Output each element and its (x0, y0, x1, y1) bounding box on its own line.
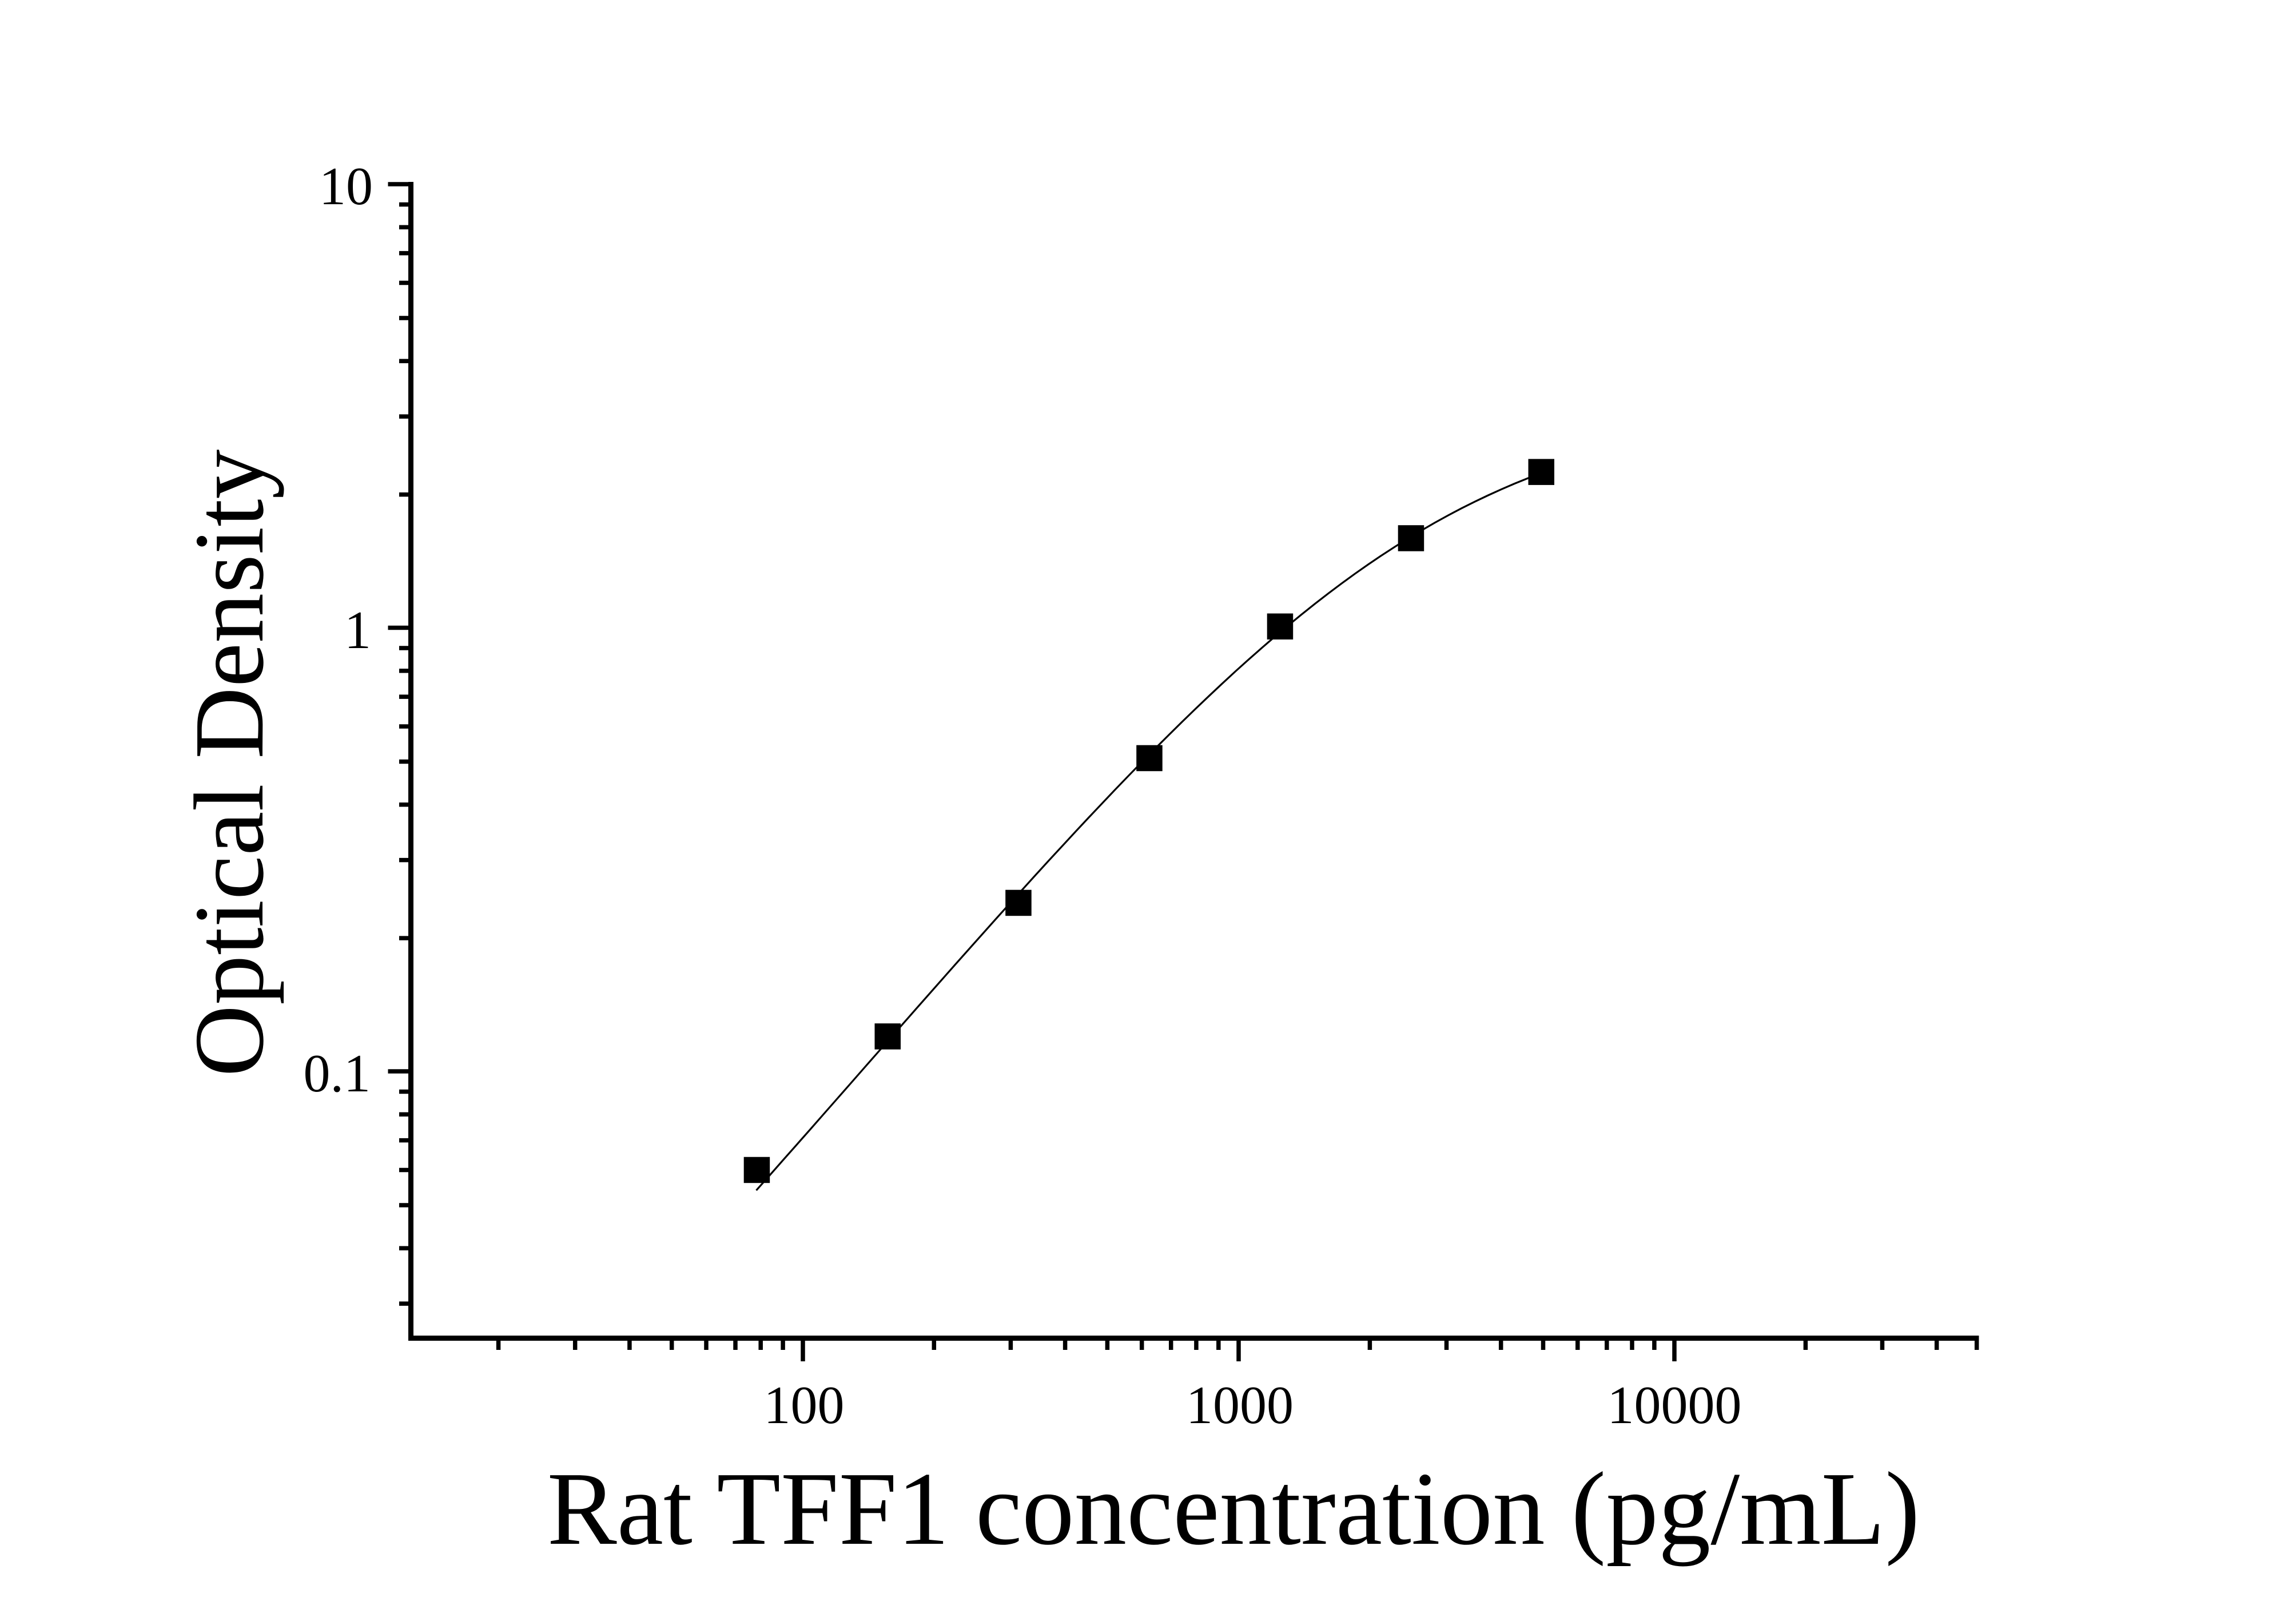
svg-text:1: 1 (344, 601, 371, 660)
svg-text:10000: 10000 (1607, 1376, 1742, 1435)
svg-text:10: 10 (319, 157, 373, 216)
svg-text:100: 100 (764, 1376, 845, 1435)
svg-text:Optical Density: Optical Density (174, 450, 284, 1077)
svg-text:Rat TFF1 concentration (pg/mL): Rat TFF1 concentration (pg/mL) (547, 1451, 1920, 1567)
svg-text:1000: 1000 (1186, 1376, 1294, 1435)
svg-text:0.1: 0.1 (304, 1044, 371, 1103)
